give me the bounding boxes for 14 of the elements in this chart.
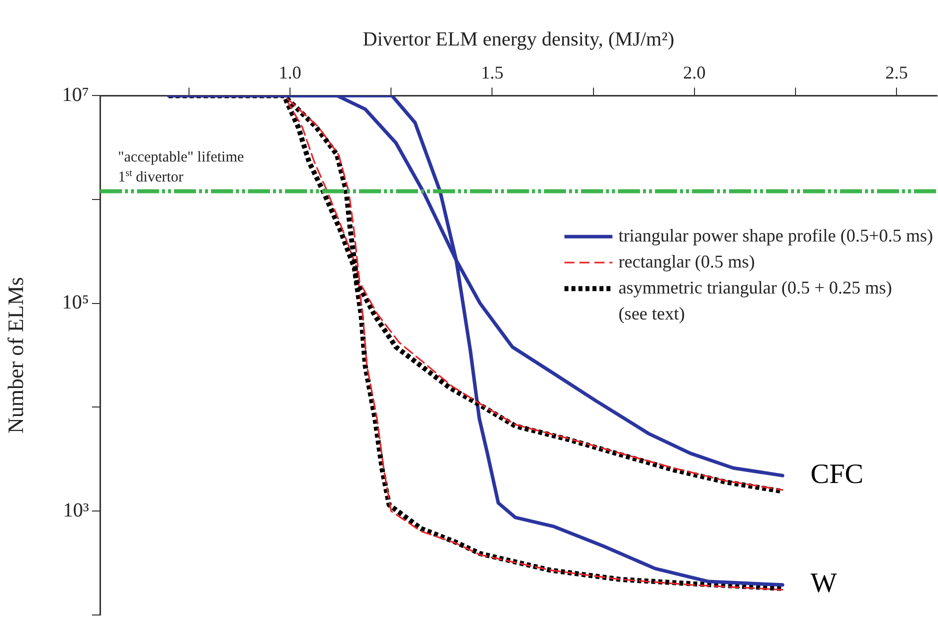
x-axis-title: Divertor ELM energy density, (MJ/m²): [362, 28, 674, 50]
x-tick-label: 1.0: [278, 62, 302, 83]
y-tick-label: 10³: [63, 499, 89, 522]
y-axis-title: Number of ELMs: [2, 277, 28, 434]
legend-label: asymmetric triangular (0.5 + 0.25 ms) (see text): [618, 277, 892, 324]
legend-label: rectanglar (0.5 ms): [618, 251, 755, 272]
y-tick-label: 10⁵: [62, 292, 89, 314]
x-tick-label: 2.5: [885, 62, 908, 83]
annotation: CFC: [810, 458, 864, 490]
x-tick-label: 2.0: [683, 62, 706, 83]
y-tick-label: 10⁷: [62, 84, 90, 106]
x-tick-label: 1.5: [480, 62, 504, 83]
annotation: W: [810, 568, 838, 600]
legend-label: triangular power shape profile (0.5+0.5 ms): [618, 225, 934, 246]
